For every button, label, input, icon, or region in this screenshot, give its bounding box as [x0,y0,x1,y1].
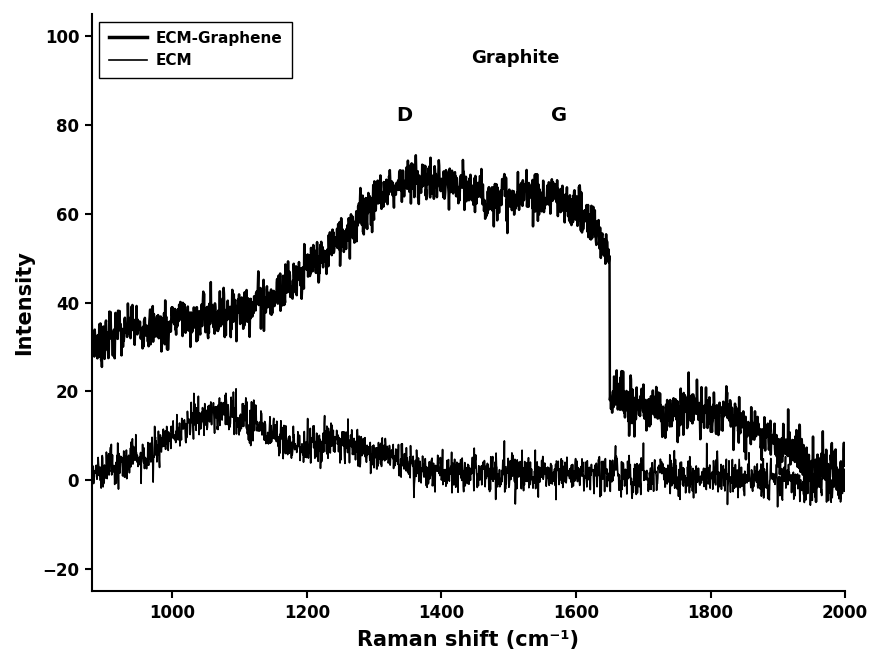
Text: G: G [551,106,567,125]
Y-axis label: Intensity: Intensity [14,250,34,355]
Text: D: D [396,106,413,125]
ECM-Graphene [86,316,97,324]
Line: ECM-Graphene: ECM-Graphene [92,155,845,502]
ECM [231,385,242,393]
ECM-Graphene [818,454,829,461]
ECM [773,503,783,511]
ECM [818,467,829,475]
ECM [680,477,691,485]
ECM-Graphene [125,315,136,323]
ECM [453,462,464,470]
ECM-Graphene [840,461,850,469]
ECM-Graphene [453,199,464,207]
X-axis label: Raman shift (cm⁻¹): Raman shift (cm⁻¹) [357,630,579,650]
Text: Graphite: Graphite [471,49,560,67]
ECM [125,457,136,465]
ECM-Graphene [818,466,829,474]
ECM-Graphene [680,408,691,416]
ECM [86,470,97,478]
ECM-Graphene [811,498,821,506]
ECM [840,465,850,473]
Legend: ECM-Graphene, ECM: ECM-Graphene, ECM [100,21,292,78]
ECM-Graphene [433,169,444,177]
ECM [818,471,829,479]
Line: ECM: ECM [92,389,845,507]
ECM [433,467,444,475]
ECM-Graphene [410,151,421,159]
